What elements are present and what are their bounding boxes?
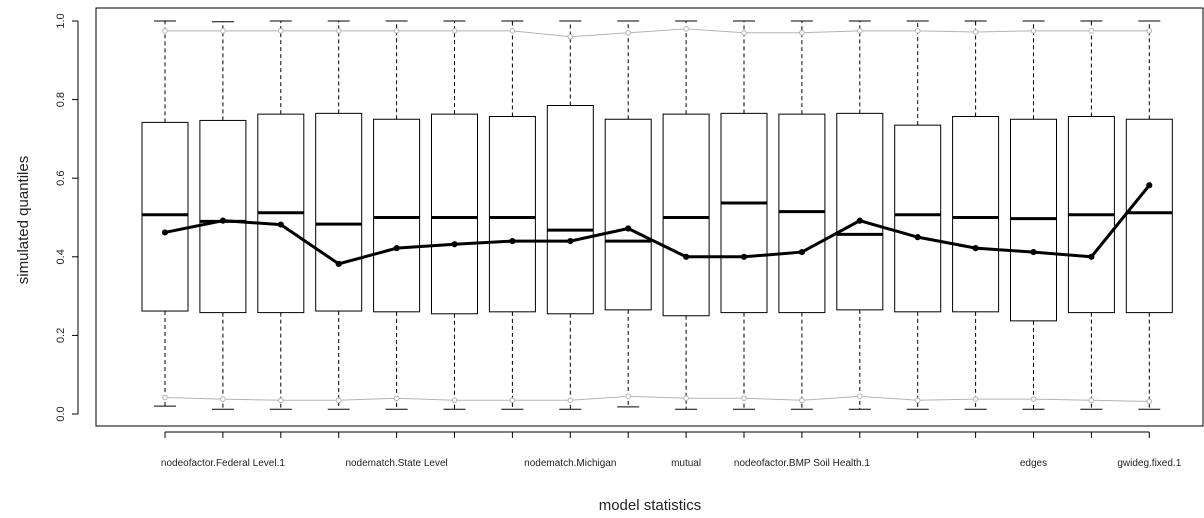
x-axis-title: model statistics [599,497,702,514]
boxes-group [141,104,1173,322]
y-tick-label: 0.6 [55,171,67,186]
observed-point [277,221,284,228]
x-tick-label: nodematch.Michigan [524,458,616,469]
x-axis: nodeofactor.Federal Level.1 nodematch.Sta… [161,431,1182,469]
lower-bound-point [509,397,516,404]
box [720,112,768,314]
lower-bound-point [451,397,458,404]
box [894,124,942,313]
upper-bound-point [509,28,516,34]
lower-bound-point [1030,396,1037,402]
box [141,121,189,312]
upper-bound-point [451,28,458,34]
upper-bound-point [799,29,805,36]
upper-bound-point [1088,28,1095,34]
lower-bound-point [393,395,400,402]
y-axis: 0.0 0.2 0.4 0.6 0.8 1.0 [55,13,79,422]
lower-bound-point [1088,397,1095,404]
observed-point [1146,182,1153,189]
upper-bound-point [683,26,689,32]
upper-bound-point [1146,28,1153,34]
y-tick-label: 1.0 [55,13,67,28]
x-tick-label: edges [1020,458,1047,469]
box [373,118,421,313]
whiskers-group [154,20,1161,410]
x-tick-label: nodeofactor.BMP Soil Health.1 [734,458,870,469]
lower-bound-point [220,396,226,402]
upper-bound-point [567,33,574,40]
x-tick-label: nodeofactor.Federal Level.1 [161,458,285,469]
box [488,115,536,313]
lower-bound-point [162,394,168,401]
upper-bound-point [278,28,284,34]
lower-bound-point [683,395,689,402]
box [315,112,363,312]
observed-point [914,234,921,241]
box [836,112,884,311]
observed-point [1088,253,1095,260]
observed-point [683,253,690,260]
upper-bound-line [165,28,1150,38]
observed-point [972,245,979,252]
box [431,113,478,315]
observed-point [393,245,400,252]
lower-bound-point [1146,398,1153,405]
observed-point [451,241,458,248]
y-tick-label: 0.2 [55,328,67,343]
lower-bound-point [857,393,863,400]
observed-point [335,260,342,267]
box [546,104,594,315]
lower-bound-point [278,397,284,404]
lower-bound-line [164,395,1150,402]
x-tick-label: gwideg.fixed.1 [1117,458,1181,469]
box [662,113,710,317]
observed-line [164,184,1151,266]
lower-bound-point [567,397,574,404]
y-tick-label: 0.8 [55,92,67,107]
lower-bound-point [914,397,921,404]
upper-bound-point [335,28,342,34]
box [1125,118,1173,314]
x-tick-label: nodematch.State Level [345,458,447,469]
lower-bound-point [799,397,805,404]
box [604,118,652,311]
lower-bound-point [335,397,342,404]
upper-bound-point [162,28,168,34]
observed-point [625,225,632,232]
upper-bound-point [220,28,226,34]
x-tick-label: mutual [671,458,701,469]
box [199,119,247,314]
upper-bound-point [741,29,747,36]
box [778,113,826,314]
observed-point [856,217,863,224]
y-axis-title: simulated quantiles [15,156,32,284]
observed-point [161,229,169,236]
observed-line-group [161,182,1153,267]
upper-bound-point [1030,28,1037,34]
observed-point [798,248,806,256]
y-tick-label: 0.0 [55,406,67,421]
upper-bound-point [393,28,400,34]
observed-point [740,253,748,260]
upper-bound-point [972,29,979,35]
observed-point [1030,248,1037,256]
observed-point [567,237,574,245]
observed-point [509,237,516,245]
box [952,115,1000,313]
bound-lines-group [162,26,1153,405]
plot-frame [95,7,1204,427]
y-tick-label: 0.4 [55,249,67,264]
observed-point [219,217,226,224]
lower-bound-point [741,395,747,402]
upper-bound-point [625,29,632,36]
upper-bound-point [857,28,863,34]
lower-bound-point [972,396,979,402]
upper-bound-point [914,28,921,34]
lower-bound-point [625,393,632,400]
